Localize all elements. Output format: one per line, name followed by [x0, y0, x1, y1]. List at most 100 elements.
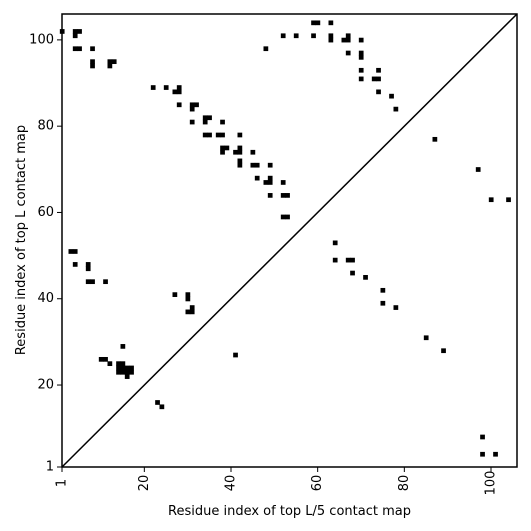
contact-point	[124, 369, 130, 375]
contact-point	[480, 434, 485, 440]
contact-point	[423, 335, 429, 341]
contact-point	[358, 67, 364, 73]
contact-point	[233, 352, 238, 358]
contact-point	[350, 270, 355, 276]
contact-point	[285, 193, 290, 198]
plot-frame	[61, 13, 518, 468]
contact-point	[90, 63, 95, 69]
contact-point	[129, 365, 134, 371]
contact-point	[72, 46, 78, 52]
contact-point	[263, 180, 269, 185]
contact-point	[267, 162, 273, 168]
y-tick-label: 100	[29, 32, 54, 47]
contact-point	[98, 356, 104, 362]
contact-point	[311, 20, 316, 26]
contact-point	[72, 29, 78, 34]
contact-point	[280, 33, 286, 39]
contact-point	[124, 365, 130, 371]
contact-point	[189, 119, 195, 125]
contact-point	[202, 132, 208, 138]
contact-point	[393, 305, 399, 310]
contact-point	[441, 348, 446, 354]
contact-point	[90, 59, 95, 65]
x-tick-label: 20	[137, 475, 152, 492]
contact-point	[129, 369, 134, 375]
contact-point	[120, 361, 126, 367]
contact-point	[237, 162, 243, 168]
x-tick-label: 1	[55, 479, 70, 487]
contact-point	[189, 102, 195, 108]
contact-point	[380, 300, 386, 306]
contact-point	[194, 102, 199, 108]
contact-point	[358, 76, 364, 82]
contact-point	[85, 279, 91, 285]
contact-point	[103, 356, 108, 362]
contact-point	[341, 37, 347, 43]
contact-point	[107, 361, 113, 367]
contact-point	[116, 361, 121, 367]
contact-point	[90, 46, 95, 52]
contact-point	[358, 50, 364, 56]
y-tick-label: 40	[37, 291, 54, 306]
contact-point	[103, 279, 108, 285]
contact-point	[371, 76, 377, 82]
contact-point	[172, 292, 178, 297]
contact-point	[176, 85, 182, 90]
contact-point	[285, 214, 290, 220]
x-tick-label: 80	[397, 475, 412, 492]
contact-point	[189, 106, 195, 112]
contact-point	[120, 365, 126, 371]
contact-point	[116, 369, 121, 375]
contact-point	[189, 305, 195, 310]
contact-point	[376, 67, 381, 73]
contact-point	[506, 197, 511, 203]
contact-point	[393, 106, 399, 112]
contact-point	[332, 257, 338, 263]
contact-point	[267, 175, 273, 181]
contact-point	[237, 132, 243, 138]
contact-point	[254, 175, 260, 181]
y-tick-label: 20	[37, 378, 54, 393]
contact-point	[220, 145, 225, 151]
contact-point	[202, 119, 208, 125]
y-ticks: 1 20 40 60 80 100	[29, 32, 62, 475]
contact-point	[224, 145, 230, 151]
contact-point	[280, 180, 286, 185]
y-tick-label: 1	[46, 460, 54, 475]
contact-point	[432, 136, 438, 142]
contact-point	[107, 59, 113, 65]
contact-point	[116, 365, 121, 371]
contact-point	[332, 240, 338, 246]
contact-point	[380, 287, 386, 293]
contact-point	[345, 50, 351, 56]
contact-point	[328, 33, 334, 39]
contact-point	[72, 249, 78, 254]
contact-point	[185, 292, 191, 297]
contact-point	[90, 279, 95, 285]
contact-point	[488, 197, 494, 203]
contact-point	[77, 29, 82, 34]
contact-point	[345, 257, 351, 263]
contact-point	[85, 262, 91, 267]
contact-point	[263, 46, 269, 52]
contact-point	[220, 132, 225, 138]
contact-point	[176, 102, 182, 108]
contact-point	[267, 180, 273, 185]
contact-point	[68, 249, 74, 254]
contact-point	[159, 404, 165, 410]
contact-point	[207, 115, 212, 121]
contact-point	[124, 374, 130, 379]
x-ticks: 1 20 40 60 80 100	[55, 467, 499, 495]
contact-point	[311, 33, 316, 39]
contact-point	[107, 63, 113, 69]
y-tick-label: 60	[37, 205, 54, 220]
contact-point	[250, 162, 256, 168]
contact-point	[77, 46, 82, 52]
contact-point	[120, 344, 126, 349]
contact-point	[220, 119, 225, 125]
contact-point	[345, 33, 351, 39]
contact-point	[237, 149, 243, 155]
contact-point	[376, 76, 381, 82]
contact-point	[185, 309, 191, 315]
